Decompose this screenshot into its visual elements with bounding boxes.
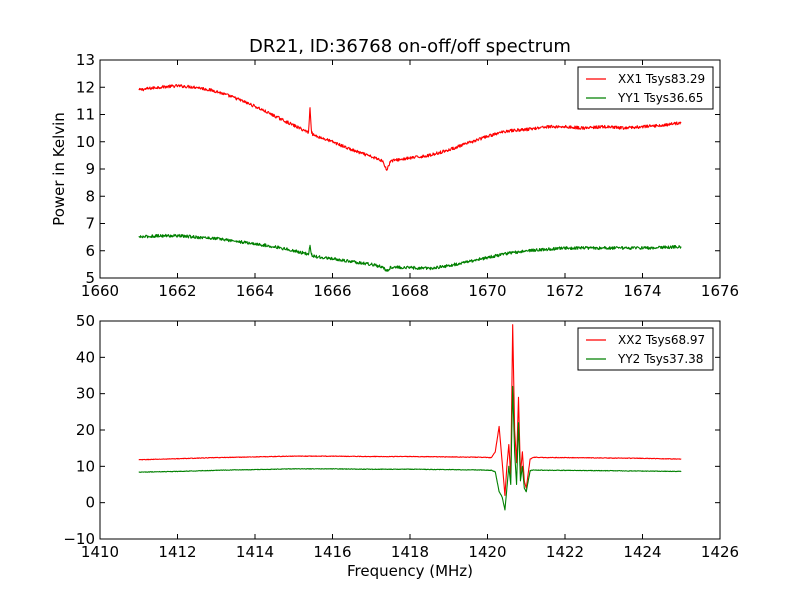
y-tick-label: 9 [85,160,95,178]
legend-label: YY2 Tsys37.38 [617,352,703,366]
x-tick-label: 1664 [236,282,274,300]
x-tick-label: 1420 [468,543,506,561]
y-tick-label: −10 [63,530,95,548]
y-tick-label: 40 [76,348,95,366]
y-tick-label: 5 [85,269,95,287]
x-tick-label: 1668 [391,282,429,300]
y-tick-label: 50 [76,312,95,330]
y-tick-label: 20 [76,421,95,439]
legend-label: XX1 Tsys83.29 [618,72,705,86]
y-tick-label: 13 [76,51,95,69]
y-tick-label: 8 [85,187,95,205]
y-tick-label: 10 [76,457,95,475]
series-line-yy [138,385,682,511]
x-tick-label: 1410 [81,543,119,561]
series-line-yy [138,233,682,272]
y-tick-label: 7 [85,215,95,233]
x-tick-label: 1674 [623,282,661,300]
legend: XX2 Tsys68.97 YY2 Tsys37.38 [577,327,714,371]
y-tick-label: 11 [76,106,95,124]
series-line-xx [138,324,682,496]
spectrum-panel-1665: 1660 1662 1664 1666 1668 1670 1672 1674 1676 5 6 7 8… [50,51,739,300]
x-tick-label: 1426 [701,543,739,561]
legend-label: YY1 Tsys36.65 [617,91,703,105]
x-tick-label: 1416 [313,543,351,561]
x-tick-label: 1412 [158,543,196,561]
y-tick-label: 30 [76,385,95,403]
y-tick-label: 10 [76,133,95,151]
x-tick-label: 1676 [701,282,739,300]
figure-title: DR21, ID:36768 on-off/off spectrum [249,36,571,57]
x-tick-label: 1660 [81,282,119,300]
x-tick-label: 1418 [391,543,429,561]
y-tick-label: 0 [85,494,95,512]
x-tick-label: 1670 [468,282,506,300]
x-tick-label: 1422 [546,543,584,561]
y-tick-label: 12 [76,78,95,96]
series-line-xx [138,84,682,171]
x-tick-label: 1672 [546,282,584,300]
x-tick-label: 1662 [158,282,196,300]
legend-label: XX2 Tsys68.97 [618,333,705,347]
x-axis-label: Frequency (MHz) [347,562,473,580]
y-tick-label: 6 [85,242,95,260]
x-tick-label: 1424 [623,543,661,561]
legend-box [577,327,714,371]
y-axis-label: Power in Kelvin [50,112,68,226]
spectrum-panel-1420: 1410 1412 1414 1416 1418 1420 1422 1424 1426 −10 0… [63,312,739,580]
x-tick-label: 1666 [313,282,351,300]
legend: XX1 Tsys83.29 YY1 Tsys36.65 [577,66,714,110]
x-tick-label: 1414 [236,543,274,561]
legend-box [577,66,714,110]
